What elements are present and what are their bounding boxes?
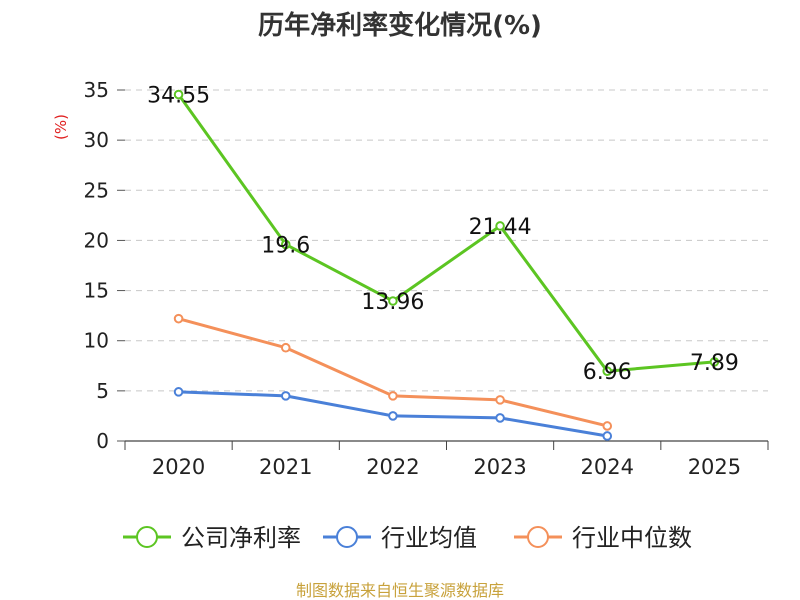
series-0-point [280, 239, 291, 250]
data-label: 21.44 [469, 215, 532, 240]
x-tick-label: 2025 [688, 455, 741, 479]
y-axis-unit-label: (%) [52, 114, 70, 140]
y-tick-label: 10 [84, 329, 109, 353]
legend-swatch-marker [336, 526, 358, 548]
series-2-point [280, 342, 291, 353]
series-lines [173, 89, 720, 441]
series-2-point [495, 395, 505, 405]
data-label: 7.89 [690, 351, 739, 376]
y-tick-label: 30 [84, 128, 109, 152]
data-labels: 34.55 19.6 13.96 21.44 6.96 7.89 [147, 84, 739, 386]
legend-label: 行业中位数 [572, 524, 692, 552]
series-0-point [602, 366, 613, 377]
legend-label: 行业均值 [381, 524, 477, 552]
x-axis: 2020 2021 2022 2023 2024 2025 [124, 440, 769, 479]
series-1-point [280, 391, 291, 401]
source-note: 制图数据来自恒生聚源数据库 [296, 581, 504, 600]
legend-label: 公司净利率 [181, 524, 301, 552]
series-0-point [173, 89, 184, 100]
legend: 公司净利率 行业均值 行业中位数 [123, 524, 692, 552]
y-tick-label: 20 [84, 228, 109, 252]
series-line-2 [178, 317, 608, 428]
x-tick-label: 2021 [259, 455, 312, 479]
series-1-point [173, 387, 184, 397]
data-label: 34.55 [147, 84, 210, 109]
series-0-point [709, 357, 720, 367]
y-tick-label: 15 [84, 279, 109, 303]
series-0-point [495, 221, 505, 231]
legend-swatch-marker [527, 526, 549, 548]
y-tick-label: 25 [84, 178, 109, 202]
series-1-point [602, 431, 613, 441]
series-2-point [388, 391, 398, 401]
series-1-point [495, 413, 505, 423]
y-tick-label: 5 [96, 379, 109, 403]
x-tick-label: 2022 [366, 455, 419, 479]
data-label: 6.96 [583, 360, 632, 385]
series-2-point [602, 421, 613, 431]
data-label: 19.6 [261, 233, 310, 258]
x-tick-label: 2020 [152, 455, 205, 479]
grid-lines [125, 89, 768, 392]
y-tick-label: 0 [96, 429, 109, 453]
data-label: 13.96 [361, 290, 424, 315]
x-tick-label: 2023 [473, 455, 526, 479]
chart-title: 历年净利率变化情况(%) [258, 10, 542, 41]
y-tick-label: 35 [84, 78, 109, 102]
series-1-point [388, 411, 398, 421]
series-2-point [173, 313, 184, 324]
x-tick-label: 2024 [581, 455, 634, 479]
legend-swatch-marker [136, 526, 158, 548]
series-line-0 [177, 93, 715, 373]
y-axis-ticks: 0 5 10 15 20 25 30 35 [84, 78, 125, 453]
series-0-point [388, 296, 398, 306]
